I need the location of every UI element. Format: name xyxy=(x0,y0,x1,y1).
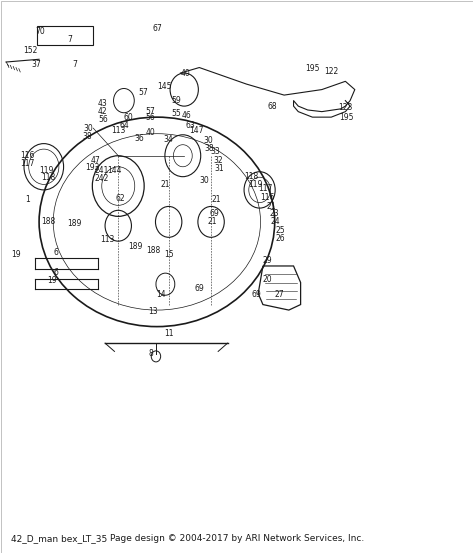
Text: 34: 34 xyxy=(164,135,173,143)
Text: 29: 29 xyxy=(263,256,273,265)
Text: 123: 123 xyxy=(338,102,353,112)
Text: 119: 119 xyxy=(39,166,54,175)
Text: 30: 30 xyxy=(199,176,209,185)
Text: 117: 117 xyxy=(258,184,273,193)
Text: 113: 113 xyxy=(111,126,126,135)
Text: 145: 145 xyxy=(157,83,171,91)
Text: 33: 33 xyxy=(210,147,220,156)
Text: 7: 7 xyxy=(67,35,72,44)
Text: 38: 38 xyxy=(204,143,214,152)
Text: 56: 56 xyxy=(145,112,155,122)
Text: 6: 6 xyxy=(53,268,58,277)
Text: 57: 57 xyxy=(145,107,155,116)
Text: 69: 69 xyxy=(252,290,262,299)
Text: 189: 189 xyxy=(128,242,143,251)
Text: 116: 116 xyxy=(260,193,275,202)
Text: 116: 116 xyxy=(20,151,35,160)
Text: 113: 113 xyxy=(100,235,115,244)
Text: 70: 70 xyxy=(35,27,45,36)
Text: 241: 241 xyxy=(95,166,109,175)
Text: 37: 37 xyxy=(32,60,42,69)
Text: 42_D_man bex_LT_35: 42_D_man bex_LT_35 xyxy=(11,534,107,543)
Text: 11: 11 xyxy=(164,329,173,338)
Text: 152: 152 xyxy=(23,47,38,55)
Text: 23: 23 xyxy=(270,209,280,218)
Text: 67: 67 xyxy=(152,24,162,33)
Text: 21: 21 xyxy=(208,217,217,227)
Text: 195: 195 xyxy=(339,112,354,122)
Text: 21: 21 xyxy=(267,202,276,211)
Text: 21: 21 xyxy=(161,180,170,189)
Text: 242: 242 xyxy=(95,175,109,183)
Text: 19: 19 xyxy=(12,250,21,259)
Text: 30: 30 xyxy=(203,136,213,145)
Text: 6: 6 xyxy=(53,248,58,257)
Text: 32: 32 xyxy=(213,156,223,165)
Text: 57: 57 xyxy=(138,88,147,97)
Text: Page design © 2004-2017 by ARI Network Services, Inc.: Page design © 2004-2017 by ARI Network S… xyxy=(110,534,364,543)
Text: 60: 60 xyxy=(124,112,134,122)
Text: 26: 26 xyxy=(275,234,285,243)
Text: 122: 122 xyxy=(324,68,338,76)
Text: 25: 25 xyxy=(275,225,285,235)
Text: 68: 68 xyxy=(267,101,277,111)
Text: 27: 27 xyxy=(274,290,284,299)
Text: 144: 144 xyxy=(107,166,122,175)
Text: 43: 43 xyxy=(98,99,108,108)
Text: 192: 192 xyxy=(85,163,100,172)
Text: 119: 119 xyxy=(249,180,263,189)
Text: 55: 55 xyxy=(171,109,181,118)
Text: 40: 40 xyxy=(180,69,190,78)
Text: 19: 19 xyxy=(47,276,57,285)
Text: 21: 21 xyxy=(211,196,220,204)
Text: 47: 47 xyxy=(91,156,100,165)
Text: 195: 195 xyxy=(305,64,319,73)
Text: 69: 69 xyxy=(210,209,219,218)
Text: 59: 59 xyxy=(171,96,181,105)
Text: 7: 7 xyxy=(72,60,77,69)
Text: 15: 15 xyxy=(164,250,173,259)
Text: 13: 13 xyxy=(148,307,158,316)
Text: 64: 64 xyxy=(120,121,130,130)
Text: 24: 24 xyxy=(271,217,281,227)
Text: 40: 40 xyxy=(146,128,155,137)
Text: 46: 46 xyxy=(182,111,191,120)
Text: 36: 36 xyxy=(134,134,144,142)
Text: 1: 1 xyxy=(25,196,30,204)
Text: 38: 38 xyxy=(82,132,92,141)
Text: 117: 117 xyxy=(20,159,35,168)
Text: 188: 188 xyxy=(146,246,161,255)
Text: 56: 56 xyxy=(98,115,108,125)
Text: 30: 30 xyxy=(84,124,93,132)
Text: 147: 147 xyxy=(190,126,204,135)
Text: 31: 31 xyxy=(214,164,224,173)
Text: 189: 189 xyxy=(67,219,82,228)
Text: 63: 63 xyxy=(185,121,195,130)
Text: 42: 42 xyxy=(98,107,108,116)
Text: 118: 118 xyxy=(41,173,55,182)
Text: 62: 62 xyxy=(115,194,125,203)
Text: 8: 8 xyxy=(149,348,154,357)
Text: 69: 69 xyxy=(194,284,204,293)
Text: 20: 20 xyxy=(263,275,273,284)
Text: 118: 118 xyxy=(244,172,258,181)
Text: 188: 188 xyxy=(41,217,55,227)
Text: 14: 14 xyxy=(156,290,165,299)
